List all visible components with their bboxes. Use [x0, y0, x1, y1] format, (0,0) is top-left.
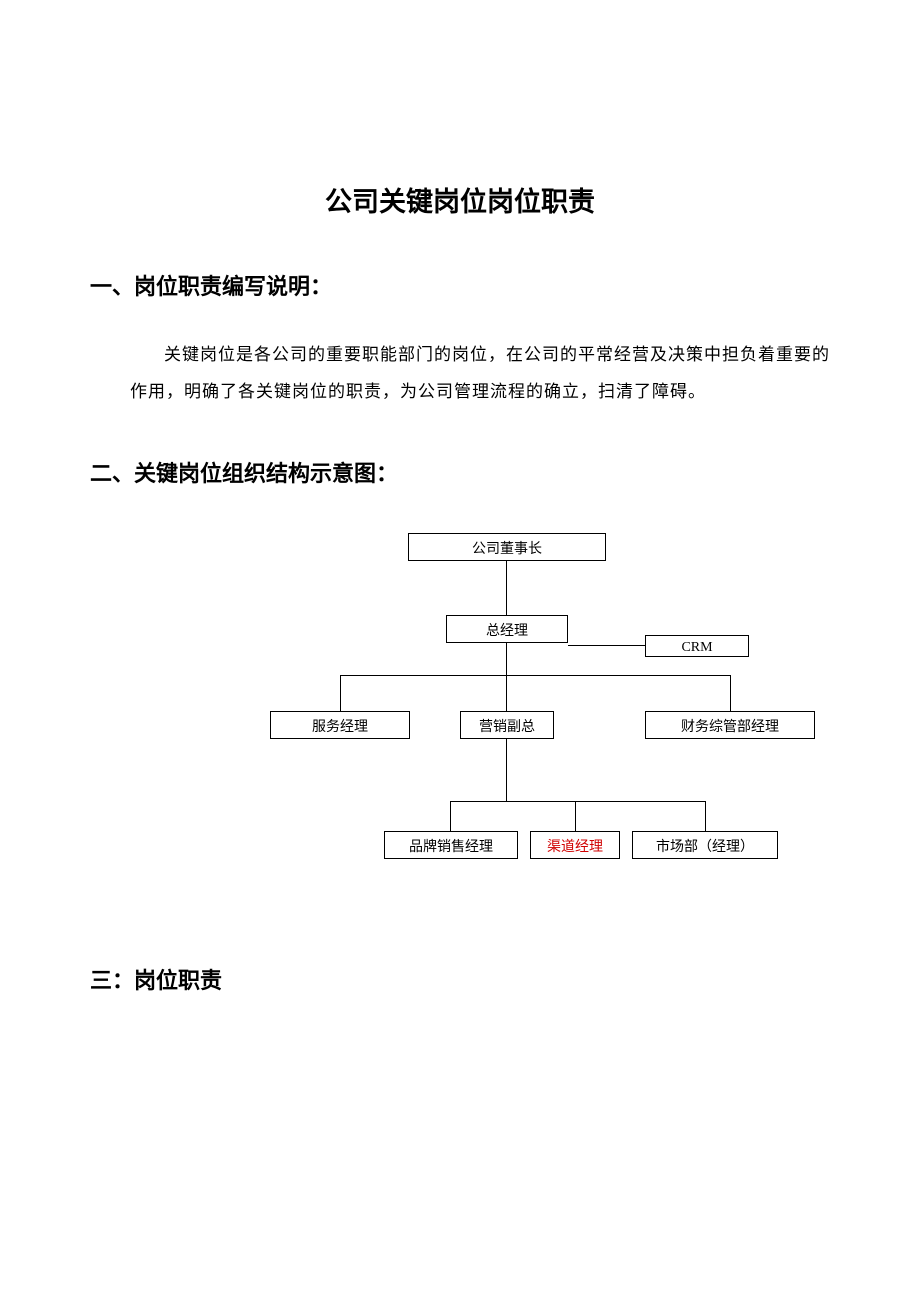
org-connector-line [730, 675, 731, 711]
section-3-heading: 三：岗位职责 [90, 963, 830, 995]
org-node-market: 市场部（经理） [632, 831, 778, 859]
org-node-crm: CRM [645, 635, 749, 657]
org-connector-line [340, 675, 730, 676]
org-chart: 公司董事长总经理 CRM 服务经理 营销副总 财务综管部经理品牌销售经理渠道经理市场部（… [90, 533, 830, 893]
org-connector-line [568, 645, 645, 646]
org-node-channel: 渠道经理 [530, 831, 620, 859]
section-1-heading: 一、岗位职责编写说明： [90, 269, 830, 301]
org-node-finance: 财务综管部经理 [645, 711, 815, 739]
org-node-marketing_vp: 营销副总 [460, 711, 554, 739]
org-connector-line [450, 801, 451, 831]
org-node-service: 服务经理 [270, 711, 410, 739]
org-connector-line [506, 675, 507, 711]
org-connector-line [450, 801, 705, 802]
org-connector-line [506, 739, 507, 801]
org-node-chairman: 公司董事长 [408, 533, 606, 561]
org-connector-line [705, 801, 706, 831]
document-title: 公司关键岗位岗位职责 [90, 180, 830, 219]
org-connector-line [575, 801, 576, 831]
org-connector-line [506, 643, 507, 675]
document-page: 公司关键岗位岗位职责 一、岗位职责编写说明： 关键岗位是各公司的重要职能部门的岗… [0, 0, 920, 995]
org-connector-line [506, 561, 507, 615]
section-2-heading: 二、关键岗位组织结构示意图： [90, 456, 830, 488]
section-1-body: 关键岗位是各公司的重要职能部门的岗位，在公司的平常经营及决策中担负着重要的作用，… [130, 336, 830, 411]
org-connector-line [340, 675, 341, 711]
org-node-gm: 总经理 [446, 615, 568, 643]
org-node-brand: 品牌销售经理 [384, 831, 518, 859]
